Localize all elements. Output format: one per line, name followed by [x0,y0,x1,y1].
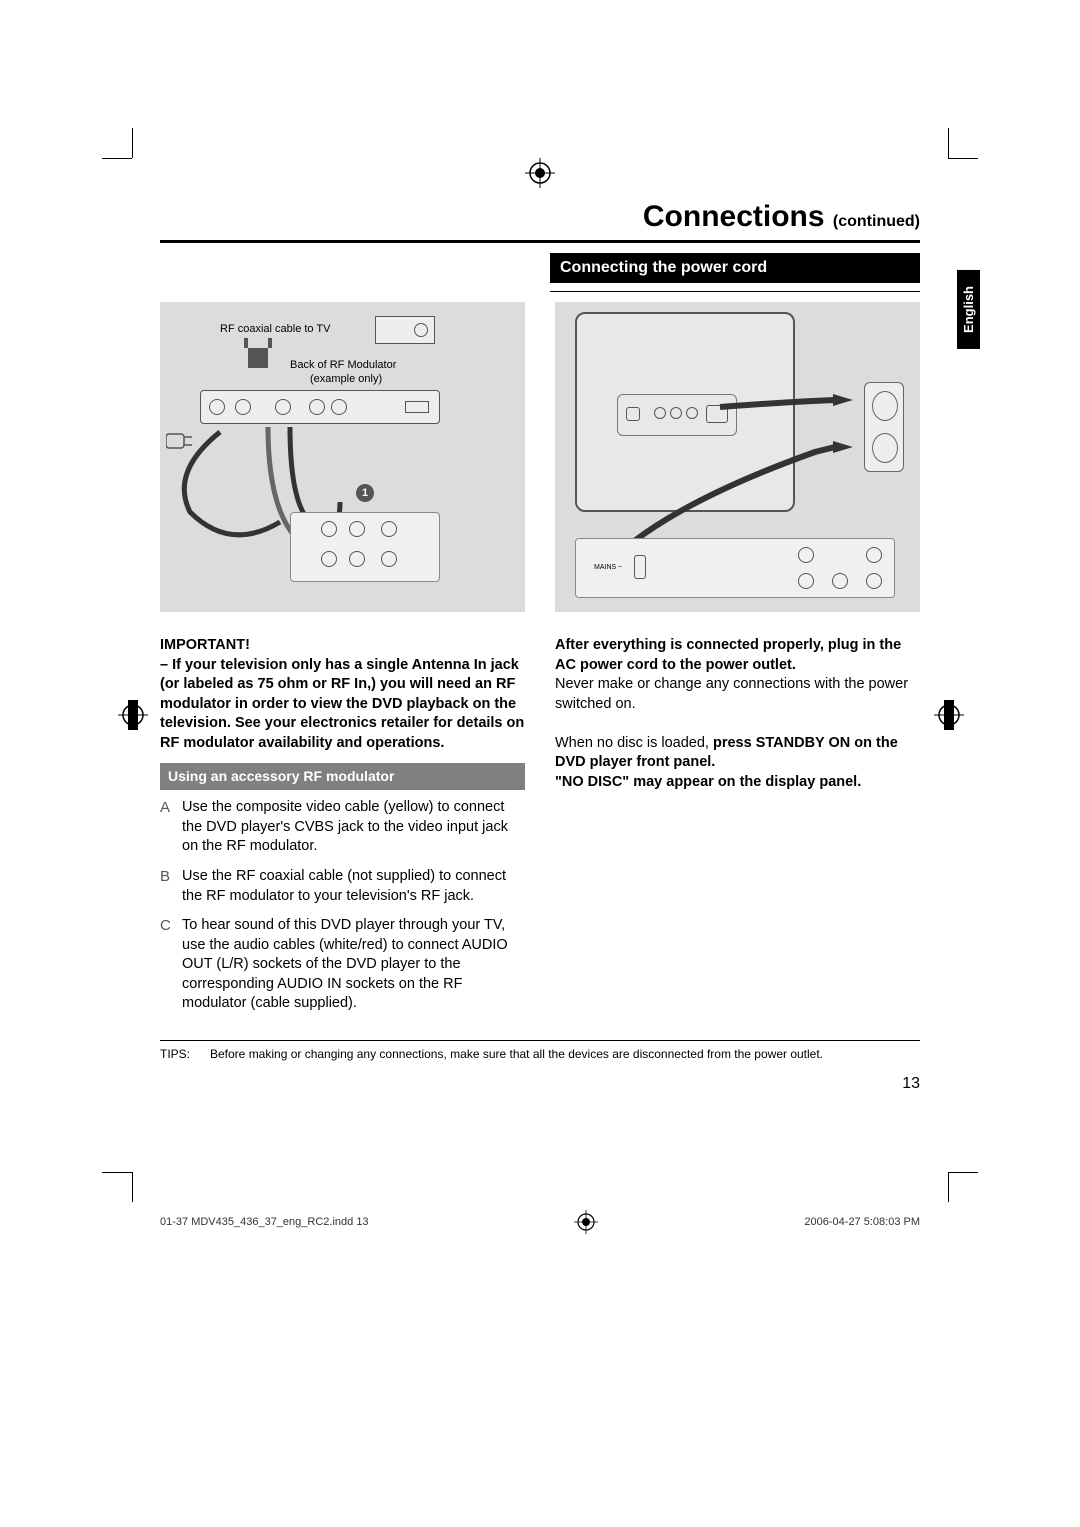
step-letter: C [160,916,182,1014]
tips-row: TIPS: Before making or changing any conn… [160,1040,920,1061]
mains-socket-icon [634,555,646,579]
step-letter: A [160,798,182,857]
step-letter: B [160,867,182,906]
rule [160,240,920,243]
step-a: A Use the composite video cable (yellow)… [160,798,525,857]
ant-jack-icon [414,323,428,337]
registration-mark-left [118,700,148,730]
right-column: MAINS ~ After everything is connected pr… [555,302,920,1024]
registration-mark-bottom [574,1210,598,1234]
right-para-1: After everything is connected properly, … [555,636,920,714]
jack-icon [321,551,337,567]
footer: 01-37 MDV435_436_37_eng_RC2.indd 13 2006… [160,1210,920,1234]
step-text: Use the RF coaxial cable (not supplied) … [182,867,525,906]
section-heading: Connecting the power cord [550,253,920,283]
jack-icon [321,521,337,537]
crop-mark [948,1172,949,1202]
tv-ant-box [375,316,435,344]
step-c: C To hear sound of this DVD player throu… [160,916,525,1014]
rf-modulator-diagram: RF coaxial cable to TV Back of RF Modula… [160,302,525,612]
registration-mark-top [525,158,555,188]
step-b: B Use the RF coaxial cable (not supplied… [160,867,525,906]
right-para1-bold: After everything is connected properly, … [555,637,901,673]
right-para2-pre: When no disc is loaded, [555,735,713,751]
jack-icon [349,551,365,567]
dvd-back-panel [290,512,440,582]
footer-left: 01-37 MDV435_436_37_eng_RC2.indd 13 [160,1216,369,1228]
jack-icon [832,573,848,589]
section-heading-wrap: Connecting the power cord [550,253,920,292]
important-block: IMPORTANT! – If your television only has… [160,636,525,753]
page-content: Connections (continued) Connecting the p… [160,200,920,1093]
power-cord-diagram: MAINS ~ [555,302,920,612]
important-heading: IMPORTANT! [160,637,250,653]
step-text: Use the composite video cable (yellow) t… [182,798,525,857]
footer-right: 2006-04-27 5:08:03 PM [804,1216,920,1228]
important-text: – If your television only has a single A… [160,657,524,751]
jack-icon [381,521,397,537]
dvd-back-panel: MAINS ~ [575,538,895,598]
callout-number: 1 [356,484,374,502]
right-para1-rest: Never make or change any connections wit… [555,676,908,712]
title-main: Connections [643,200,825,233]
language-tab: English [957,270,980,349]
tips-label: TIPS: [160,1047,210,1061]
crop-mark [948,158,978,159]
page-title: Connections (continued) [160,200,920,234]
step-text: To hear sound of this DVD player through… [182,916,525,1014]
mains-label: MAINS ~ [594,563,622,572]
jack-icon [866,547,882,563]
crop-mark [132,1172,133,1202]
jack-icon [381,551,397,567]
sub-heading: Using an accessory RF modulator [160,763,525,790]
side-plug-icon [166,432,192,457]
page-number: 13 [160,1075,920,1093]
jack-icon [798,547,814,563]
crop-mark [948,1172,978,1173]
jack-icon [866,573,882,589]
registration-mark-right [934,700,964,730]
crop-mark [102,158,132,159]
left-column: RF coaxial cable to TV Back of RF Modula… [160,302,525,1024]
jack-icon [798,573,814,589]
jack-icon [349,521,365,537]
crop-mark [102,1172,132,1173]
diagram-label-cable: RF coaxial cable to TV [220,322,330,337]
right-para-2: When no disc is loaded, press STANDBY ON… [555,734,920,793]
crop-mark [132,128,133,158]
tips-text: Before making or changing any connection… [210,1047,920,1061]
rule [550,291,920,292]
crop-mark [948,128,949,158]
title-sub: (continued) [833,213,920,230]
